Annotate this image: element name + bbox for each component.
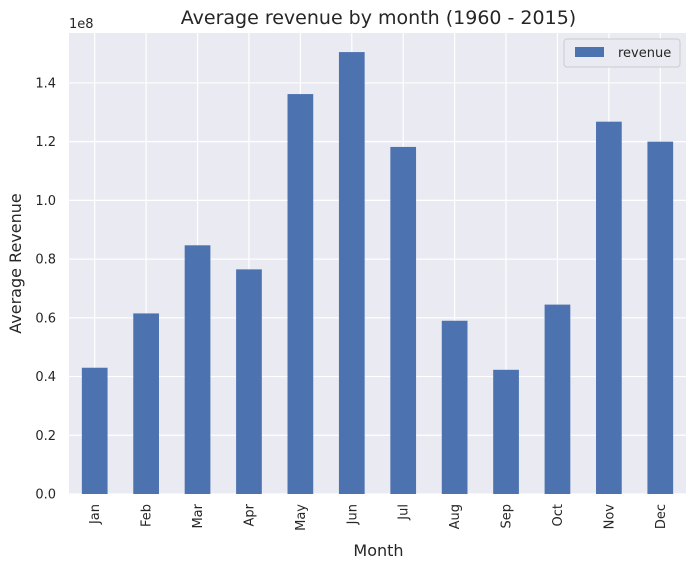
bar-may [287, 94, 314, 494]
bar-jun [338, 52, 365, 494]
y-tick-label: 0.8 [35, 253, 56, 268]
x-tick-label: Jan [88, 504, 103, 525]
x-tick-label: Sep [500, 504, 515, 529]
legend: revenue [563, 38, 681, 68]
y-tick-label: 1.0 [35, 194, 56, 209]
x-tick-label: Feb [140, 504, 155, 527]
y-axis-ticks: 0.0 0.2 0.4 0.6 0.8 1.0 1.2 1.4 [35, 76, 56, 502]
x-tick-label: Jul [397, 504, 412, 521]
bar-nov [596, 121, 622, 495]
bar-jan [81, 367, 108, 494]
y-tick-label: 0.4 [35, 370, 56, 385]
bar-mar [184, 245, 211, 494]
chart-title: Average revenue by month (1960 - 2015) [181, 7, 576, 29]
y-tick-label: 1.2 [35, 135, 56, 150]
x-tick-label: Oct [551, 504, 566, 526]
legend-box [563, 38, 681, 68]
y-axis-label: Average Revenue [6, 193, 25, 333]
bar-oct [544, 304, 571, 494]
bar-apr [236, 269, 262, 494]
x-tick-label: Apr [242, 503, 257, 526]
y-tick-label: 0.2 [35, 429, 56, 444]
x-tick-label: Aug [448, 504, 463, 529]
legend-label-revenue: revenue [618, 46, 671, 61]
bar-dec [647, 141, 674, 494]
bars [81, 52, 674, 495]
bar-sep [493, 369, 519, 494]
legend-swatch-revenue [575, 47, 604, 57]
x-axis-ticks: Jan Feb Mar Apr May Jun Jul Aug Sep Oct Nov Dec [88, 503, 669, 531]
x-tick-label: May [294, 504, 309, 531]
x-tick-label: Jun [345, 504, 360, 525]
y-tick-label: 0.0 [35, 488, 56, 503]
y-axis-offset-label: 1e8 [69, 17, 94, 32]
bar-aug [441, 320, 468, 494]
x-tick-label: Nov [602, 504, 617, 530]
x-tick-label: Mar [191, 503, 206, 528]
y-tick-label: 1.4 [35, 76, 56, 91]
bar-jul [390, 146, 417, 495]
x-axis-label: Month [353, 541, 403, 560]
y-tick-label: 0.6 [35, 311, 56, 326]
plot-background [69, 33, 686, 494]
x-tick-label: Dec [654, 504, 669, 529]
bar-feb [133, 313, 159, 494]
